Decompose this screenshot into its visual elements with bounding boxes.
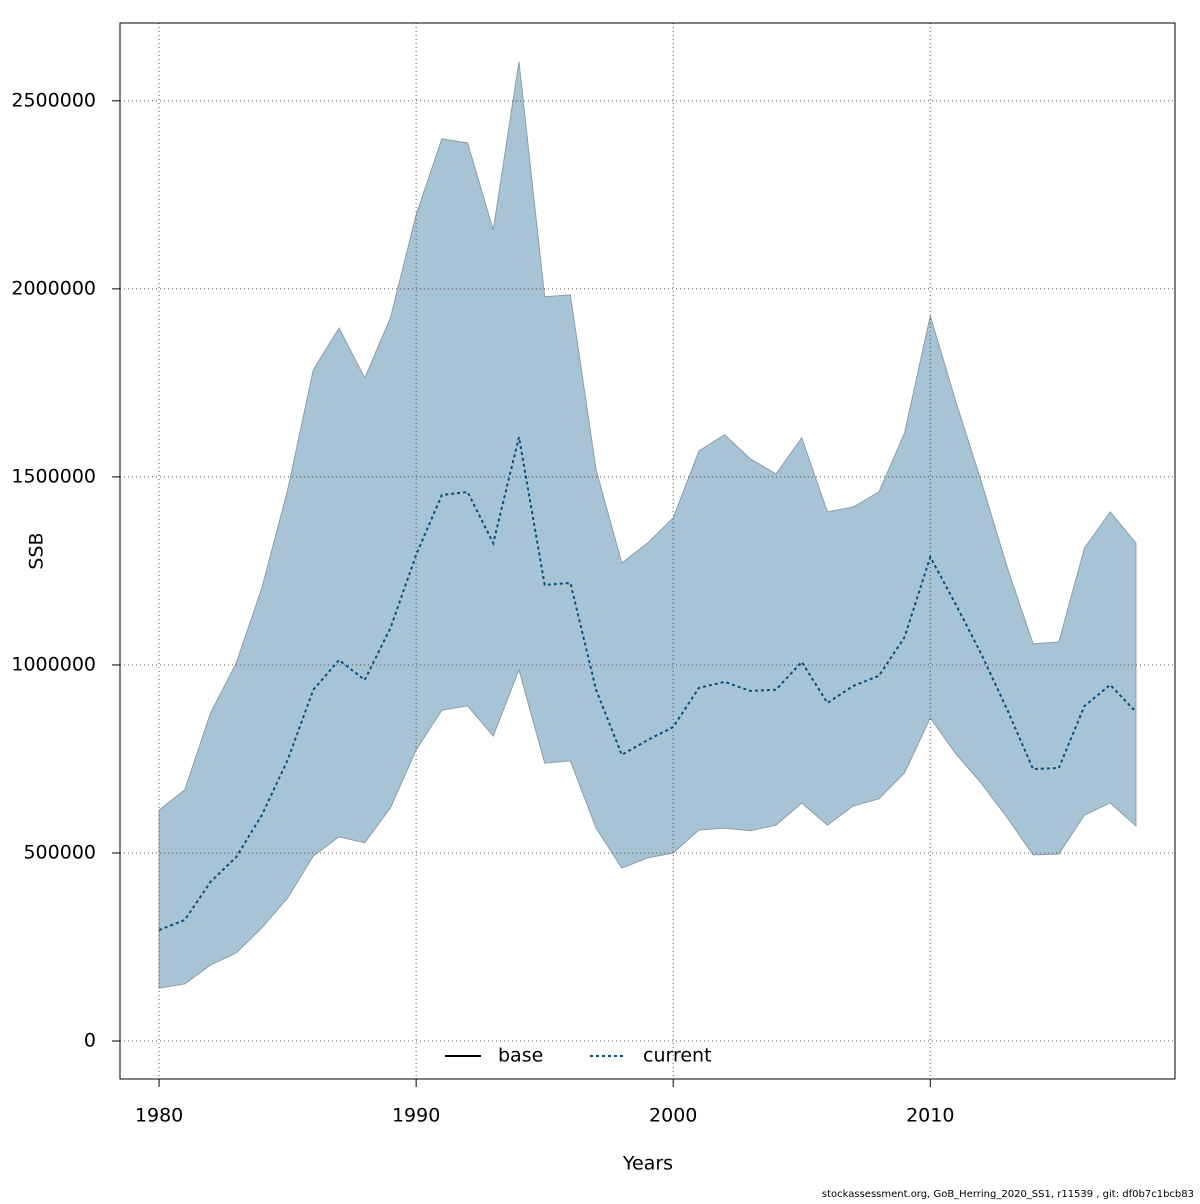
series-line: [158, 436, 1137, 932]
x-tick-label: 1980: [135, 1105, 183, 1127]
x-tick-label: 2010: [906, 1105, 954, 1127]
x-tick-label: 2000: [649, 1105, 697, 1127]
y-axis-label: SSB: [26, 532, 48, 569]
y-tick-label: 500000: [23, 841, 96, 863]
y-tick-label: 1000000: [11, 653, 96, 675]
x-tick-label: 1990: [392, 1105, 440, 1127]
y-tick-label: 2000000: [11, 277, 96, 299]
plot-frame: [119, 22, 1176, 1080]
x-axis-label: Years: [622, 1153, 673, 1175]
footer: stockassessment.org, GoB_Herring_2020_SS…: [822, 1189, 1194, 1200]
y-tick-label: 2500000: [11, 89, 96, 111]
legend-label: base: [498, 1045, 543, 1067]
y-tick-label: 0: [84, 1030, 96, 1052]
y-tick-label: 1500000: [11, 465, 96, 487]
legend-label: current: [643, 1045, 712, 1067]
confidence-band: [158, 61, 1137, 989]
